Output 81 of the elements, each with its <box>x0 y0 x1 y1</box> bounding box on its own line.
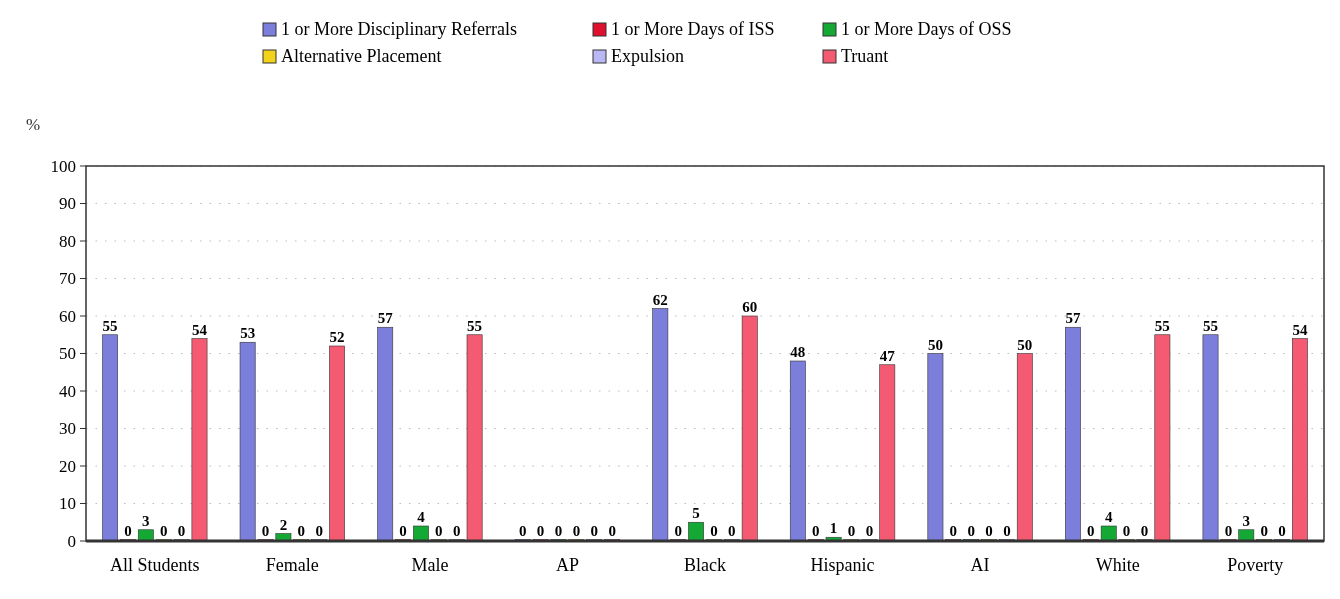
data-label: 0 <box>315 522 323 539</box>
data-label: 0 <box>1003 522 1011 539</box>
data-label: 3 <box>1242 512 1251 529</box>
y-tick-label: 100 <box>50 156 76 176</box>
y-tick-label: 70 <box>59 269 76 289</box>
data-label: 0 <box>435 522 443 539</box>
data-label: 55 <box>102 317 118 334</box>
data-label: 0 <box>1140 522 1149 539</box>
y-tick-label: 20 <box>59 456 76 476</box>
data-label: 0 <box>399 522 407 539</box>
data-label: 54 <box>1292 321 1308 338</box>
data-label: 57 <box>1065 310 1081 327</box>
data-label: 54 <box>191 321 208 338</box>
data-label: 0 <box>1278 522 1286 539</box>
data-label: 0 <box>674 522 682 539</box>
legend-label: Expulsion <box>611 46 685 66</box>
data-label: 0 <box>177 522 186 539</box>
data-label: 0 <box>159 522 168 539</box>
data-label: 55 <box>1203 317 1219 334</box>
data-label: 0 <box>608 522 616 539</box>
data-label: 57 <box>377 310 394 327</box>
x-tick-label: Hispanic <box>810 555 875 575</box>
x-tick-label: Female <box>265 555 319 575</box>
data-label: 0 <box>554 522 563 539</box>
data-label: 0 <box>261 522 270 539</box>
data-label: 0 <box>728 522 736 539</box>
data-label: 4 <box>1104 509 1113 525</box>
y-axis-title: % <box>26 115 41 134</box>
legend-label: 1 or More Days of ISS <box>611 19 775 39</box>
x-tick-label: Male <box>411 555 449 575</box>
data-label: 0 <box>297 522 306 539</box>
data-label: 50 <box>1017 336 1033 353</box>
data-label: 0 <box>1260 522 1268 539</box>
data-label: 1 <box>829 520 838 537</box>
x-tick-label: All Students <box>110 555 200 575</box>
x-tick-label: AP <box>555 555 579 575</box>
data-label: 62 <box>652 291 668 308</box>
data-label: 0 <box>124 522 132 539</box>
data-label: 0 <box>967 522 975 539</box>
data-label: 0 <box>590 522 599 539</box>
data-label: 0 <box>1122 522 1131 539</box>
x-tick-label: Black <box>684 555 726 575</box>
data-label: 48 <box>790 344 806 360</box>
legend-label: Truant <box>841 46 889 66</box>
data-label: 2 <box>279 516 288 533</box>
data-label: 0 <box>865 522 874 539</box>
data-label: 0 <box>1087 522 1095 539</box>
y-tick-label: 50 <box>59 344 76 364</box>
data-label: 0 <box>572 522 581 539</box>
data-label: 53 <box>240 325 256 342</box>
data-label: 52 <box>329 329 345 345</box>
legend-label: Alternative Placement <box>281 46 442 66</box>
data-label: 0 <box>811 522 820 539</box>
data-label: 55 <box>467 317 483 334</box>
data-label: 5 <box>692 505 700 522</box>
x-tick-label: White <box>1095 555 1140 575</box>
y-tick-label: 10 <box>59 494 76 514</box>
y-tick-label: 60 <box>59 306 76 326</box>
data-label: 47 <box>879 347 896 364</box>
data-label: 0 <box>985 522 993 539</box>
data-label: 0 <box>710 522 718 539</box>
data-label: 0 <box>452 522 461 539</box>
data-label: 0 <box>1224 522 1233 539</box>
data-label: 60 <box>742 299 758 315</box>
data-label: 50 <box>927 336 943 353</box>
data-label: 3 <box>142 512 150 529</box>
y-tick-label: 90 <box>59 194 76 214</box>
data-label: 0 <box>847 522 856 539</box>
legend-label: 1 or More Days of OSS <box>841 19 1012 39</box>
y-tick-label: 0 <box>67 531 76 551</box>
data-label: 4 <box>417 509 426 525</box>
legend-label: 1 or More Disciplinary Referrals <box>281 19 517 39</box>
y-tick-label: 30 <box>59 419 76 439</box>
y-tick-label: 80 <box>59 231 76 251</box>
x-tick-label: AI <box>970 555 990 575</box>
x-tick-label: Poverty <box>1227 555 1284 575</box>
data-label: 55 <box>1154 317 1170 334</box>
y-tick-label: 40 <box>59 381 76 401</box>
data-label: 0 <box>949 522 958 539</box>
data-label: 0 <box>518 522 527 539</box>
data-label: 0 <box>536 522 545 539</box>
